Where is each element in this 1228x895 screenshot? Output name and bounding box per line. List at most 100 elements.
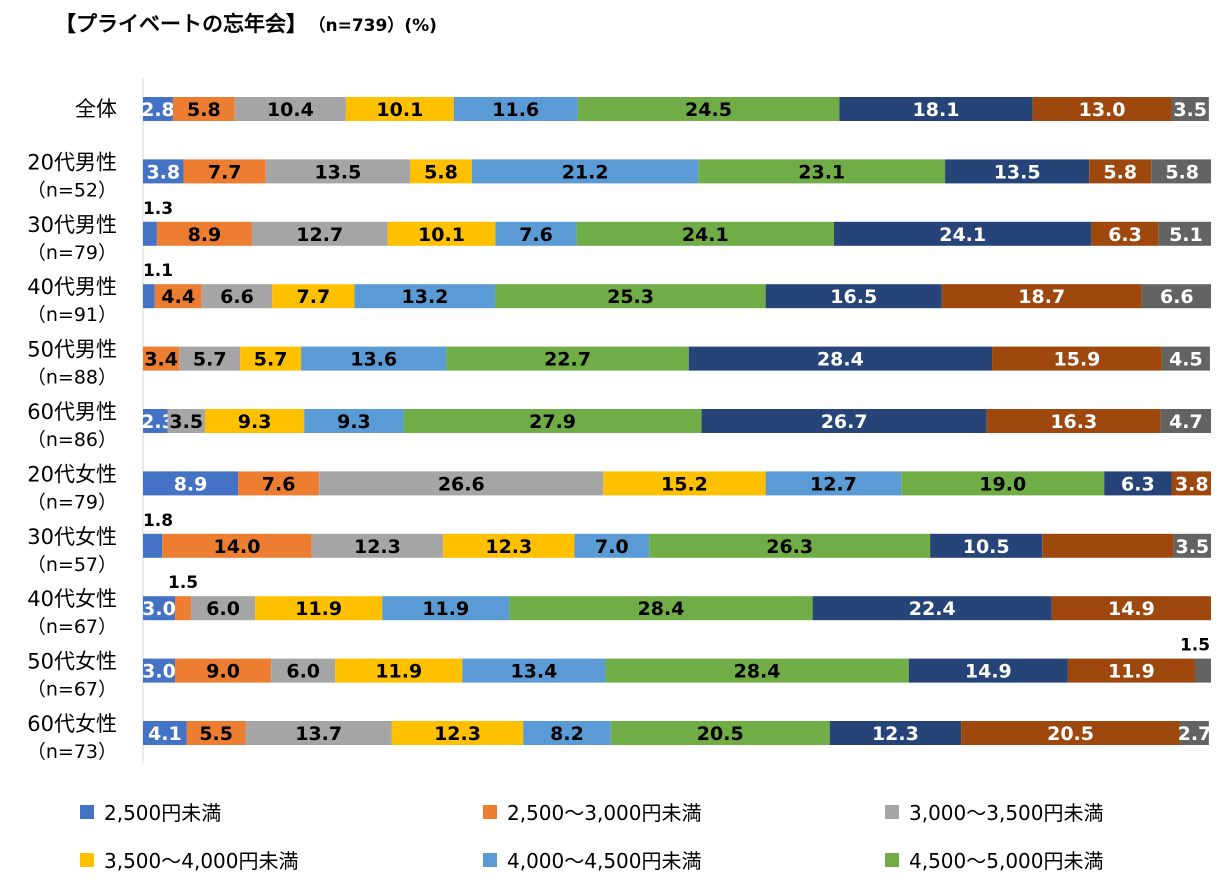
data-label: 15.2 — [661, 473, 708, 495]
bar-segment — [191, 596, 256, 621]
data-label: 6.6 — [1160, 286, 1194, 308]
category-sample-size: （n=67） — [27, 679, 117, 701]
category-label: 20代女性 — [27, 462, 117, 486]
bar-segment — [387, 221, 496, 246]
data-label: 11.9 — [295, 598, 342, 620]
data-label: 5.8 — [1165, 161, 1199, 183]
data-label: 9.0 — [206, 661, 240, 683]
bar-segment — [143, 159, 184, 184]
bar-segment — [701, 409, 987, 433]
data-label: 4.4 — [161, 286, 195, 308]
data-label: 4.7 — [1169, 411, 1203, 433]
data-label: 3.0 — [142, 598, 176, 620]
data-label: 5.8 — [187, 99, 221, 121]
bar-segment — [311, 533, 444, 558]
bar-segment — [240, 346, 302, 371]
bar-segment — [335, 658, 463, 683]
bar-segment — [603, 471, 766, 496]
bar-segment — [1067, 658, 1195, 683]
data-label: 4.1 — [148, 723, 182, 745]
bar-segment — [143, 221, 157, 246]
data-label: 3.5 — [1175, 536, 1209, 558]
data-label: 7.7 — [297, 286, 331, 308]
data-label: 3.5 — [169, 411, 203, 433]
data-label: 12.7 — [810, 473, 857, 495]
bar-segment — [143, 596, 176, 621]
data-label: 20.5 — [1047, 723, 1094, 745]
bar-segment — [403, 409, 702, 433]
data-label: 14.0 — [214, 536, 261, 558]
data-label: 28.4 — [734, 661, 781, 683]
data-label: 20.5 — [697, 723, 744, 745]
data-label: 13.5 — [994, 161, 1041, 183]
data-label: 13.0 — [1079, 99, 1126, 121]
category-sample-size: （n=88） — [27, 367, 117, 389]
bar-segment — [1042, 533, 1174, 558]
bar-segment — [1141, 284, 1211, 309]
bar-segment — [829, 721, 962, 745]
data-label: 11.6 — [492, 99, 539, 121]
data-label: 3.4 — [144, 349, 178, 371]
data-label: 5.1 — [1169, 224, 1203, 246]
bar-segment — [908, 658, 1068, 683]
category-sample-size: （n=86） — [27, 429, 117, 451]
bar-segment — [382, 596, 510, 621]
data-label: 25.3 — [607, 286, 654, 308]
bar-segment — [577, 97, 840, 121]
bar-segment — [1194, 658, 1211, 683]
bar-segment — [1091, 221, 1159, 246]
data-label: 10.1 — [418, 224, 465, 246]
data-label: 12.3 — [485, 536, 532, 558]
data-label: 8.2 — [550, 723, 584, 745]
data-label: 7.6 — [262, 473, 296, 495]
bar-segment — [1160, 409, 1211, 433]
bar-segment — [167, 409, 205, 433]
category-label: 30代男性 — [27, 213, 117, 237]
data-label: 16.3 — [1050, 411, 1097, 433]
bar-segment — [410, 159, 472, 184]
bar-segment — [698, 159, 946, 184]
bar-segment — [839, 97, 1033, 121]
data-label: 3.5 — [1173, 99, 1207, 121]
data-label: 14.9 — [965, 661, 1012, 683]
chart-subtitle: （n=739）(%) — [317, 16, 437, 36]
data-label: 10.5 — [963, 536, 1010, 558]
data-label: 8.9 — [188, 224, 222, 246]
bar-segment — [495, 284, 766, 309]
bar-segment — [204, 409, 305, 433]
data-label: 8.9 — [174, 473, 208, 495]
data-label: 12.3 — [872, 723, 919, 745]
bar-segment — [446, 346, 689, 371]
bar-segment — [610, 721, 830, 745]
data-label: 11.9 — [422, 598, 469, 620]
bar-segment — [574, 533, 650, 558]
data-label: 7.7 — [208, 161, 242, 183]
data-label: 21.2 — [562, 161, 609, 183]
data-label: 11.9 — [375, 661, 422, 683]
category-sample-size: （n=73） — [27, 741, 117, 763]
category-sample-size: （n=52） — [27, 179, 117, 201]
bar-segment — [1173, 533, 1211, 558]
bar-segment — [265, 159, 410, 184]
category-label: 40代男性 — [27, 275, 117, 299]
data-label: 13.6 — [350, 349, 397, 371]
bar-segment — [391, 721, 524, 745]
data-label: 13.7 — [295, 723, 342, 745]
bar-segment — [509, 596, 813, 621]
bar-segment — [945, 159, 1090, 184]
bar-segment — [443, 533, 575, 558]
data-label: 5.7 — [193, 349, 227, 371]
bar-segment — [1104, 471, 1172, 496]
bar-segment — [495, 221, 577, 246]
data-label: 7.6 — [519, 224, 553, 246]
bar-segment — [345, 97, 454, 121]
data-label: 12.3 — [354, 536, 401, 558]
bar-segment — [304, 409, 404, 433]
data-label: 6.3 — [1108, 224, 1142, 246]
category-label: 20代男性 — [27, 150, 117, 174]
data-label: 3.8 — [146, 161, 180, 183]
bar-segment — [453, 97, 578, 121]
data-label: 27.9 — [529, 411, 576, 433]
bar-segment — [143, 97, 173, 121]
category-label: 50代女性 — [27, 650, 117, 674]
